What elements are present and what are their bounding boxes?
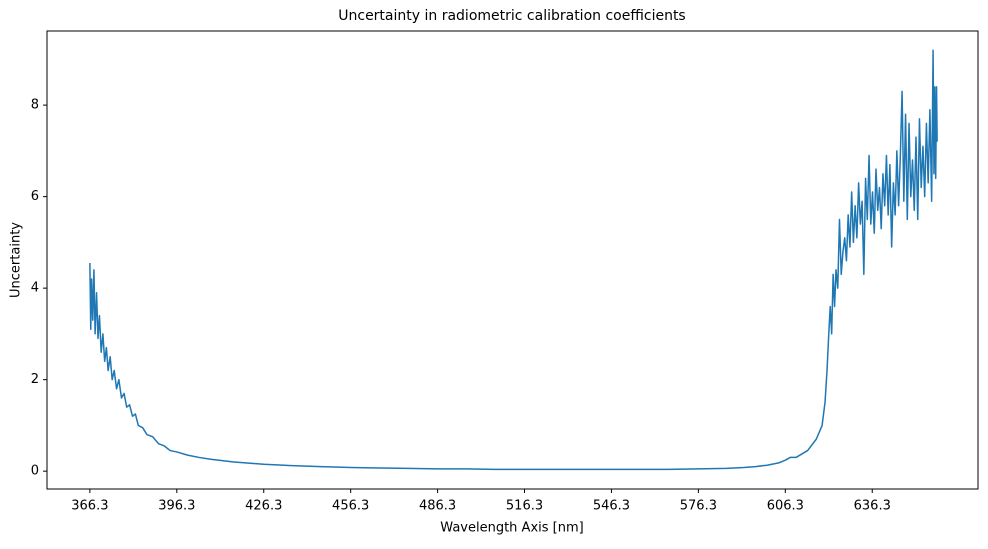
data-line: [89, 49, 938, 471]
y-tick-label: 2: [31, 372, 39, 387]
plot-frame: [46, 30, 979, 490]
x-tick-label: 366.3: [71, 499, 108, 514]
x-axis-label: Wavelength Axis [nm]: [440, 521, 583, 536]
x-tick-label: 426.3: [245, 499, 282, 514]
x-tick-label: 606.3: [767, 499, 804, 514]
y-tick-label: 8: [31, 98, 39, 113]
y-axis-label: Uncertainty: [9, 222, 24, 298]
y-tick-label: 4: [31, 281, 39, 296]
x-tick-label: 396.3: [158, 499, 195, 514]
x-tick-label: 456.3: [332, 499, 369, 514]
y-tick-label: 6: [31, 189, 39, 204]
x-tick-label: 486.3: [419, 499, 456, 514]
chart-title: Uncertainty in radiometric calibration c…: [338, 8, 685, 24]
x-tick-label: 546.3: [593, 499, 630, 514]
y-tick-label: 0: [31, 464, 39, 479]
x-tick-label: 516.3: [506, 499, 543, 514]
x-tick-label: 636.3: [854, 499, 891, 514]
x-tick-label: 576.3: [680, 499, 717, 514]
